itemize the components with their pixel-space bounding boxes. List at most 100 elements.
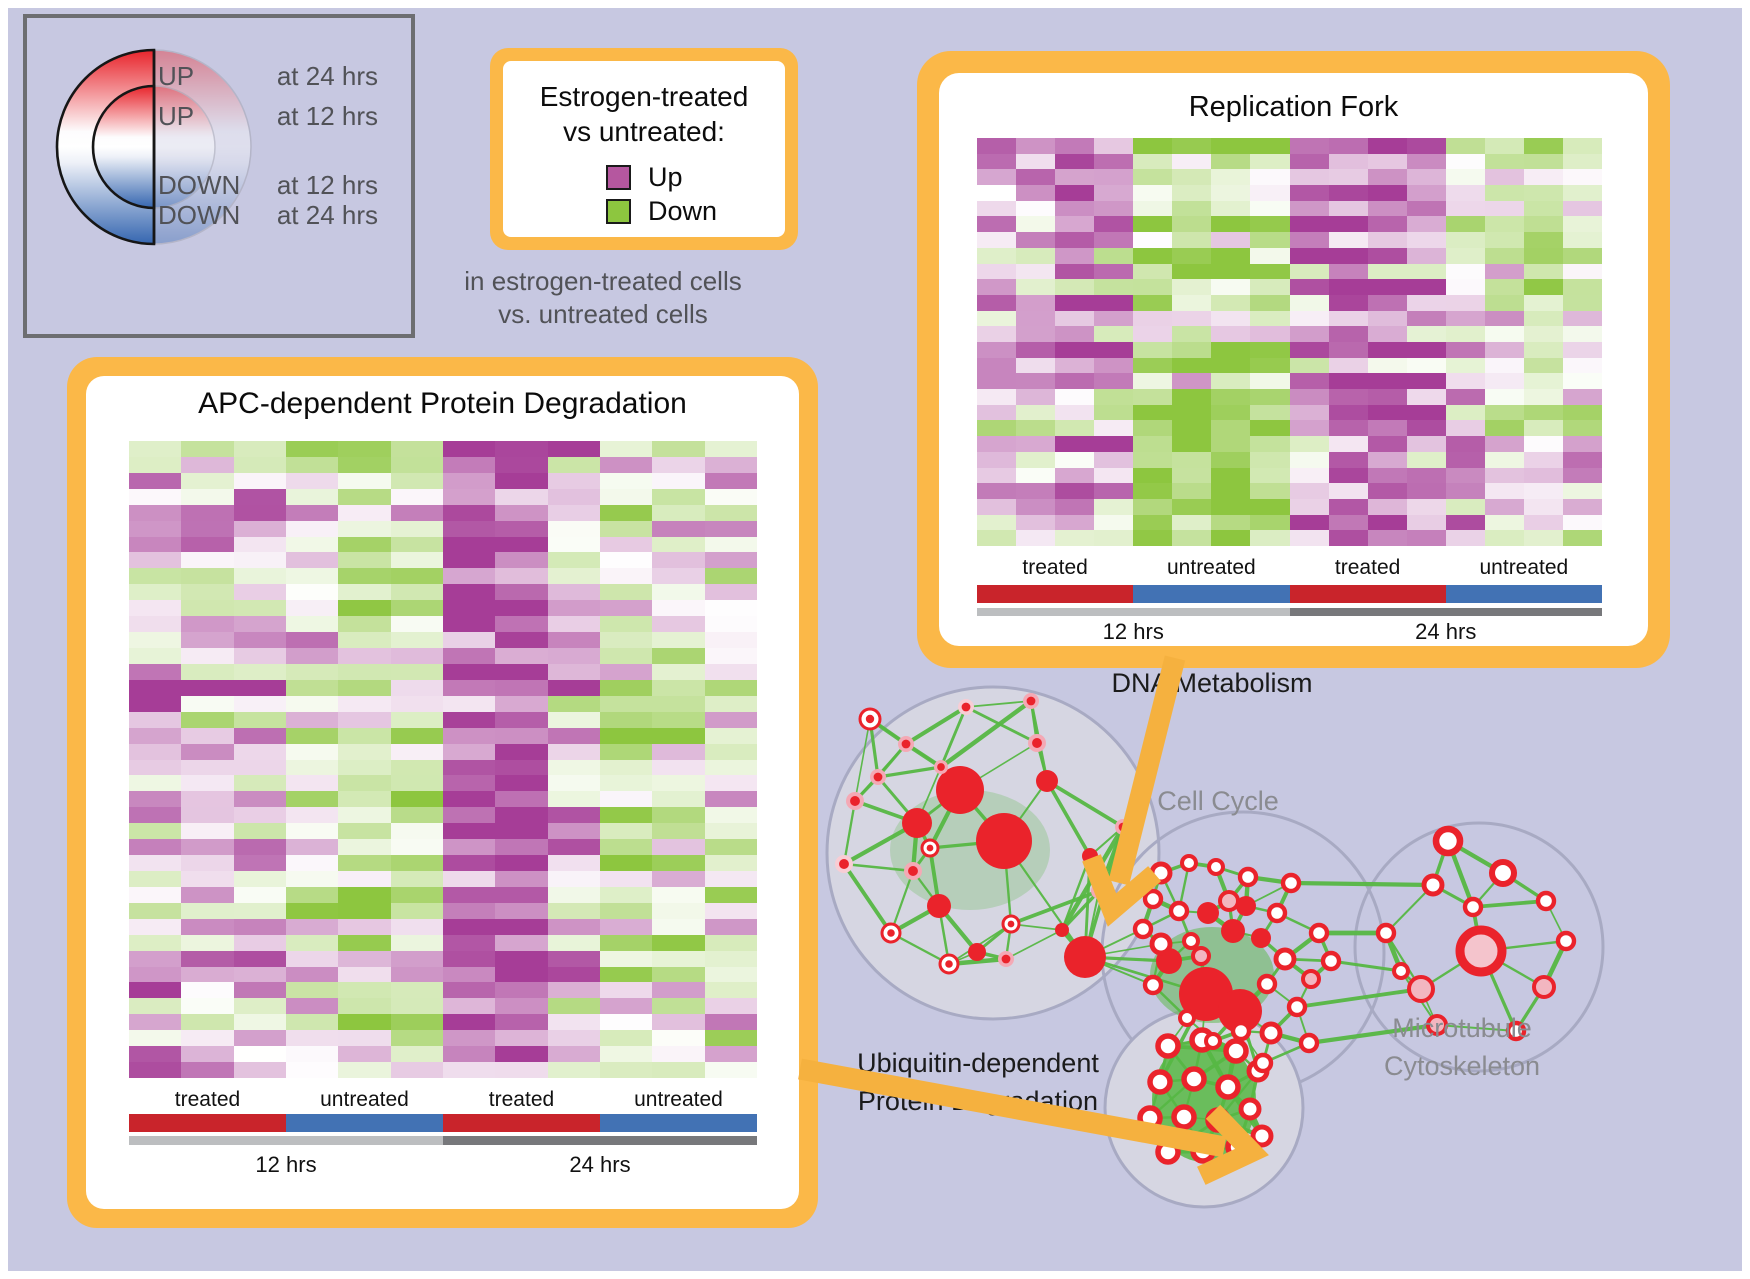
heatmap-cell — [1094, 279, 1134, 295]
apc-time-labels: 12 hrs 24 hrs — [129, 1152, 757, 1184]
heatmap-cell — [233, 1030, 286, 1047]
heatmap-cell — [181, 536, 234, 553]
heatmap-cell — [390, 584, 443, 601]
heatmap-cell — [495, 1014, 548, 1031]
heatmap-cell — [338, 584, 391, 601]
heatmap-cell — [338, 807, 391, 824]
heatmap-cell — [285, 823, 339, 840]
heatmap-cell — [129, 632, 182, 649]
heatmap-cell — [181, 934, 234, 951]
heatmap-cell — [390, 441, 443, 457]
heatmap-cell — [181, 759, 234, 776]
heatmap-cell — [652, 807, 705, 824]
heatmap-cell — [1406, 451, 1446, 468]
heatmap-cell — [1016, 373, 1056, 390]
heatmap-cell — [1367, 185, 1407, 201]
heatmap-cell — [129, 663, 182, 680]
condition-label: untreated — [320, 1088, 409, 1111]
heatmap-cell — [181, 504, 234, 521]
heatmap-cell — [233, 1014, 286, 1031]
heatmap-cell — [1367, 138, 1407, 154]
heatmap-cell — [1484, 498, 1524, 515]
heatmap-cell — [1016, 153, 1056, 170]
heatmap-cell — [129, 1014, 182, 1031]
heatmap-cell — [599, 759, 653, 776]
heatmap-cell — [1445, 263, 1485, 280]
heatmap-cell — [1211, 530, 1251, 546]
heatmap-cell — [547, 934, 600, 951]
heatmap-cell — [129, 456, 182, 473]
heatmap-cell — [233, 759, 286, 776]
heatmap-cell — [1250, 294, 1290, 311]
heatmap-cell — [129, 584, 182, 601]
heatmap-cell — [1406, 279, 1446, 295]
heatmap-cell — [1367, 153, 1407, 170]
heatmap-cell — [495, 759, 548, 776]
down-color-swatch — [606, 199, 631, 224]
heatmap-cell — [1172, 436, 1212, 452]
heatmap-cell — [1172, 279, 1212, 295]
heatmap-cell — [1289, 389, 1329, 405]
heatmap-cell — [1445, 373, 1485, 390]
heatmap-cell — [1016, 530, 1056, 546]
heatmap-cell — [442, 441, 496, 457]
replication-fork-heatmap — [977, 138, 1602, 546]
apc-time-bars — [129, 1136, 757, 1145]
heatmap-cell — [129, 568, 182, 585]
condition-label: untreated — [1167, 556, 1256, 579]
heatmap-cell — [1211, 216, 1251, 233]
heatmap-cell — [1250, 232, 1290, 248]
heatmap-cell — [129, 839, 182, 856]
heatmap-cell — [129, 1062, 182, 1078]
heatmap-cell — [495, 648, 548, 664]
heatmap-cell — [442, 1046, 496, 1063]
heatmap-cell — [285, 870, 339, 887]
heatmap-cell — [704, 1062, 757, 1078]
heatmap-cell — [285, 743, 339, 760]
heatmap-cell — [390, 727, 443, 744]
heatmap-cell — [338, 1062, 391, 1078]
heatmap-cell — [442, 616, 496, 633]
heatmap-cell — [652, 632, 705, 649]
heatmap-cell — [704, 791, 757, 808]
heatmap-cell — [1523, 436, 1563, 452]
heatmap-cell — [1562, 138, 1602, 154]
heatmap-cell — [285, 679, 339, 696]
heatmap-cell — [1133, 216, 1173, 233]
condition-label: treated — [1022, 556, 1088, 579]
heatmap-cell — [233, 520, 286, 537]
inner-ring-right-half — [153, 85, 216, 209]
heatmap-cell — [181, 807, 234, 824]
heatmap-cell — [285, 584, 339, 601]
heatmap-cell — [181, 679, 234, 696]
heatmap-cell — [1055, 138, 1095, 154]
heatmap-cell — [1211, 451, 1251, 468]
heatmap-cell — [1133, 451, 1173, 468]
heatmap-cell — [390, 648, 443, 664]
heatmap-cell — [1016, 200, 1056, 217]
heatmap-cell — [977, 514, 1017, 531]
heatmap-cell — [1016, 341, 1056, 358]
heatmap-cell — [233, 839, 286, 856]
heatmap-cell — [442, 472, 496, 489]
heatmap-cell — [1328, 310, 1368, 327]
heatmap-cell — [1250, 138, 1290, 154]
heatmap-cell — [285, 727, 339, 744]
heatmap-cell — [1562, 467, 1602, 484]
heatmap-cell — [1289, 185, 1329, 201]
heatmap-cell — [495, 456, 548, 473]
heatmap-cell — [1094, 514, 1134, 531]
heatmap-cell — [1484, 373, 1524, 390]
heatmap-cell — [1133, 389, 1173, 405]
heatmap-cell — [1172, 451, 1212, 468]
heatmap-cell — [547, 1014, 600, 1031]
heatmap-cell — [652, 648, 705, 664]
condition-bar — [1445, 585, 1602, 603]
heatmap-cell — [1055, 153, 1095, 170]
heatmap-cell — [977, 373, 1017, 390]
heatmap-cell — [495, 695, 548, 712]
heatmap-cell — [1484, 279, 1524, 295]
heatmap-cell — [977, 530, 1017, 546]
heatmap-cell — [1367, 294, 1407, 311]
heatmap-cell — [547, 1046, 600, 1063]
